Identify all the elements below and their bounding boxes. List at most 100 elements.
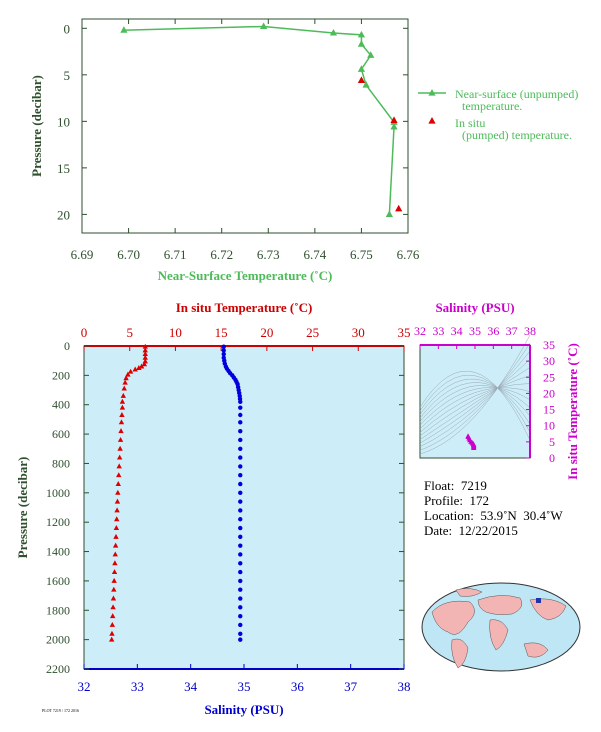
- near-surface-point: [357, 40, 366, 47]
- salinity-point: [221, 348, 226, 353]
- density-contour: [419, 367, 531, 440]
- near-surface-point: [357, 30, 366, 38]
- temperature-point: [113, 525, 120, 531]
- top-tick-label: 5: [126, 325, 133, 340]
- x-tick-label: 6.76: [397, 247, 420, 262]
- temperature-point: [123, 375, 129, 381]
- salinity-point: [238, 399, 243, 404]
- salinity-point: [238, 446, 243, 451]
- salinity-point: [238, 490, 243, 496]
- salinity-point: [238, 508, 243, 513]
- near-surface-point: [260, 22, 268, 30]
- salinity-point: [238, 613, 243, 619]
- bottom-tick-label: 37: [344, 679, 358, 694]
- temperature-point: [141, 361, 148, 367]
- top-tick-label: 25: [306, 325, 319, 340]
- ts-x-tick-label: 37: [506, 324, 518, 338]
- temperature-point: [114, 498, 121, 504]
- date: Date: 12/22/2015: [424, 523, 518, 538]
- temperature-point: [142, 354, 148, 360]
- top-tick-label: 20: [260, 325, 273, 340]
- bottom-tick-label: 34: [184, 679, 198, 694]
- legend-marker-near-surface: [428, 89, 436, 96]
- x-tick-label: 6.74: [303, 247, 326, 262]
- x-tick-label: 6.71: [164, 247, 187, 262]
- salinity-point: [238, 412, 243, 418]
- ts-y-axis-label: In situ Temperature (˚C): [565, 343, 580, 480]
- y-tick-label: 15: [57, 161, 70, 176]
- top-tick-label: 0: [81, 325, 88, 340]
- landmass: [477, 595, 522, 615]
- x-tick-label: 6.69: [71, 247, 94, 262]
- temperature-point: [116, 472, 122, 478]
- temperature-point: [132, 366, 138, 372]
- bottom-tick-label: 33: [131, 679, 144, 694]
- x-tick-label: 6.75: [350, 247, 373, 262]
- footer-text: PLOT 7219 / 172 2016: [42, 708, 80, 713]
- salinity-point: [238, 605, 243, 610]
- y-tick-label: 0: [64, 21, 71, 36]
- salinity-point: [238, 517, 243, 522]
- ts-y-tick-label: 25: [543, 370, 555, 384]
- temperature-point: [112, 542, 119, 548]
- ts-y-tick-label: 0: [549, 451, 555, 465]
- density-contour: [419, 378, 531, 425]
- y-tick-label: 20: [57, 207, 70, 222]
- ts-x-tick-label: 33: [432, 324, 444, 338]
- salinity-point: [238, 637, 243, 642]
- temperature-point: [111, 586, 117, 592]
- temperature-point: [115, 481, 121, 486]
- salinity-point: [238, 578, 243, 584]
- salinity-point: [238, 428, 243, 434]
- in-situ-point: [390, 116, 398, 124]
- temperature-point: [115, 489, 121, 495]
- y-tick-label: 400: [52, 398, 70, 412]
- float-id: Float: 7219: [424, 478, 487, 493]
- ts-density-contours: [419, 334, 531, 455]
- bottom-tick-label: 32: [78, 679, 91, 694]
- top-tick-label: 10: [169, 325, 182, 340]
- temperature-point: [118, 428, 124, 434]
- y-tick-label: 200: [52, 368, 70, 382]
- y-tick-label: 1400: [46, 545, 70, 559]
- near-surface-point: [367, 51, 375, 58]
- salinity-point: [238, 534, 243, 540]
- ts-plot-frame: [419, 344, 531, 459]
- density-contour: [419, 342, 531, 451]
- salinity-point: [221, 351, 226, 357]
- temperature-point: [113, 533, 119, 539]
- legend-label-in-situ: (pumped) temperature.: [462, 128, 572, 142]
- bottom-tick-label: 38: [398, 679, 411, 694]
- in-situ-point: [357, 76, 366, 84]
- top-tick-label: 35: [398, 325, 411, 340]
- landmass: [451, 638, 469, 669]
- density-contour: [419, 385, 531, 422]
- temperature-point: [125, 371, 131, 377]
- near-surface-point: [390, 122, 398, 130]
- landmass: [431, 600, 475, 635]
- temperature-point: [119, 412, 125, 417]
- temperature-point: [117, 445, 123, 451]
- y-tick-label: 10: [57, 114, 70, 129]
- bottom-axis-label: Salinity (PSU): [204, 702, 283, 717]
- salinity-point: [238, 631, 243, 636]
- float-location-marker: [536, 598, 541, 603]
- ts-x-tick-label: 35: [469, 324, 481, 338]
- y-tick-label: 600: [52, 427, 70, 441]
- top-tick-label: 15: [215, 325, 228, 340]
- temperature-point: [110, 613, 116, 619]
- x-tick-label: 6.72: [210, 247, 233, 262]
- top-axis-label: In situ Temperature (˚C): [176, 300, 313, 315]
- salinity-point: [221, 344, 226, 349]
- legend-label-near-surface: Near-surface (unpumped): [455, 87, 578, 101]
- salinity-point: [238, 464, 243, 469]
- density-contour: [419, 374, 531, 433]
- near-surface-series-line: [123, 25, 395, 215]
- temperature-point: [136, 365, 142, 370]
- temperature-point: [110, 604, 116, 610]
- temperature-point: [142, 343, 148, 349]
- temperature-point: [119, 404, 126, 410]
- density-contour: [419, 382, 531, 419]
- temperature-point: [119, 398, 126, 404]
